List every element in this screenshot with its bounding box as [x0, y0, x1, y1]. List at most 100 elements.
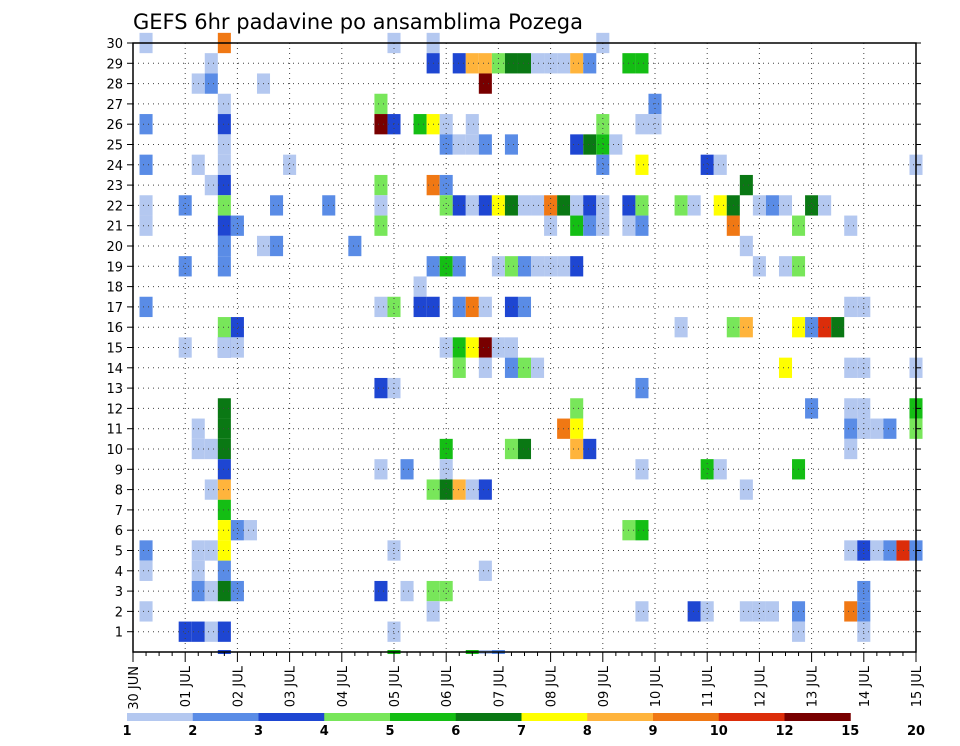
- y-tick-label: 24: [106, 159, 123, 174]
- heatmap-cell: [439, 134, 453, 155]
- x-tick-label: 15 JUL: [910, 665, 925, 707]
- heatmap-cell: [374, 580, 388, 602]
- heatmap-cell: [570, 398, 584, 419]
- y-tick-label: 16: [106, 321, 123, 336]
- heatmap-cell: [217, 256, 231, 277]
- heatmap-cell: [583, 53, 597, 74]
- heatmap-cell: [139, 114, 153, 135]
- heatmap-cell: [844, 215, 858, 236]
- heatmap-cell: [230, 520, 244, 541]
- heatmap-cell: [674, 317, 688, 338]
- heatmap-cell: [517, 195, 532, 216]
- colorbar-swatch: [784, 713, 851, 721]
- heatmap-cell: [570, 256, 584, 277]
- colorbar-label: 8: [583, 724, 592, 739]
- heatmap-cell: [374, 93, 388, 115]
- heatmap-cell: [217, 621, 231, 642]
- heatmap-cell: [700, 154, 714, 175]
- heatmap-cell: [452, 53, 466, 74]
- heatmap-cell: [465, 53, 479, 74]
- heatmap-cell: [805, 195, 819, 216]
- heatmap-cell: [570, 195, 584, 216]
- heatmap-cell: [609, 134, 623, 155]
- heatmap-cell: [217, 93, 231, 115]
- heatmap-cell: [739, 479, 753, 500]
- heatmap-cell: [178, 195, 192, 216]
- x-tick-label: 02 JUL: [231, 665, 246, 707]
- heatmap-cell: [570, 134, 584, 155]
- heatmap-cell: [139, 540, 153, 561]
- heatmap-cell: [139, 154, 153, 175]
- heatmap-cell: [217, 438, 231, 460]
- y-tick-label: 11: [106, 423, 123, 438]
- x-tick-label: 09 JUL: [597, 665, 612, 707]
- heatmap-cell: [739, 235, 753, 257]
- heatmap-cell: [635, 114, 649, 135]
- heatmap-cell: [752, 601, 766, 622]
- heatmap-cell: [700, 459, 714, 480]
- heatmap-cell: [517, 296, 532, 318]
- heatmap-cell: [478, 195, 492, 216]
- heatmap-cell: [217, 479, 231, 500]
- heatmap-cell: [544, 215, 558, 236]
- heatmap-cell: [831, 317, 845, 338]
- heatmap-cell: [818, 195, 832, 216]
- x-tick-label: 11 JUL: [701, 665, 716, 707]
- heatmap-cell: [531, 357, 545, 378]
- heatmap-cell: [204, 174, 218, 196]
- heatmap-cell: [374, 114, 388, 135]
- heatmap-cell: [217, 560, 231, 581]
- heatmap-cell: [217, 154, 231, 175]
- heatmap-cell: [674, 195, 688, 216]
- heatmap-cell: [465, 296, 479, 318]
- colorbar-label: 7: [517, 724, 526, 739]
- heatmap-cell: [478, 357, 492, 378]
- heatmap-cell: [531, 195, 545, 216]
- heatmap-cell: [452, 256, 466, 277]
- heatmap-cell: [465, 195, 479, 216]
- y-tick-label: 6: [115, 524, 123, 539]
- heatmap-cell: [570, 438, 584, 460]
- heatmap-cell: [778, 195, 793, 216]
- colorbar: 1 2 3 4 5 6 7 8 9 10 12 15 20: [122, 713, 925, 739]
- colorbar-swatch: [718, 713, 785, 721]
- x-tick-label: 06 JUL: [440, 665, 455, 707]
- heatmap-cell: [374, 215, 388, 236]
- heatmap-cell: [348, 235, 362, 257]
- heatmap-cell: [504, 256, 518, 277]
- heatmap-cell: [478, 560, 492, 581]
- y-tick-label: 23: [106, 179, 123, 194]
- y-tick-label: 25: [106, 139, 123, 154]
- heatmap-cell: [400, 580, 414, 602]
- heatmap-cell: [635, 195, 649, 216]
- heatmap-cell: [452, 357, 466, 378]
- heatmap-cell: [752, 256, 766, 277]
- heatmap-cell: [439, 459, 453, 480]
- heatmap-cell: [517, 256, 532, 277]
- heatmap-cell: [570, 53, 584, 74]
- heatmap-cell: [217, 317, 231, 338]
- heatmap-cell: [700, 601, 714, 622]
- x-tick-label: 01 JUL: [179, 665, 194, 707]
- y-tick-label: 4: [115, 565, 123, 580]
- heatmap-cell: [570, 215, 584, 236]
- heatmap-cell: [452, 337, 466, 358]
- x-axis: 30 JUN 01 JUL 02 JUL 03 JUL 04 JUL 05 JUL 06 J…: [127, 652, 925, 710]
- heatmap-cell: [439, 479, 453, 500]
- heatmap-cell: [544, 195, 558, 216]
- heatmap-cell: [504, 134, 518, 155]
- y-tick-label: 9: [115, 463, 123, 478]
- x-tick-label: 14 JUL: [858, 665, 873, 707]
- heatmap-cell: [883, 540, 897, 561]
- heatmap-cell: [452, 479, 466, 500]
- heatmap-cell: [374, 195, 388, 216]
- heatmap-cell: [217, 459, 231, 480]
- heatmap-cell: [452, 134, 466, 155]
- heatmap-cell: [204, 479, 218, 500]
- heatmap-cell: [635, 601, 649, 622]
- heatmap-cell: [478, 134, 492, 155]
- heatmap-cell: [139, 215, 153, 236]
- y-tick-label: 22: [106, 199, 123, 214]
- heatmap-cell: [478, 337, 492, 358]
